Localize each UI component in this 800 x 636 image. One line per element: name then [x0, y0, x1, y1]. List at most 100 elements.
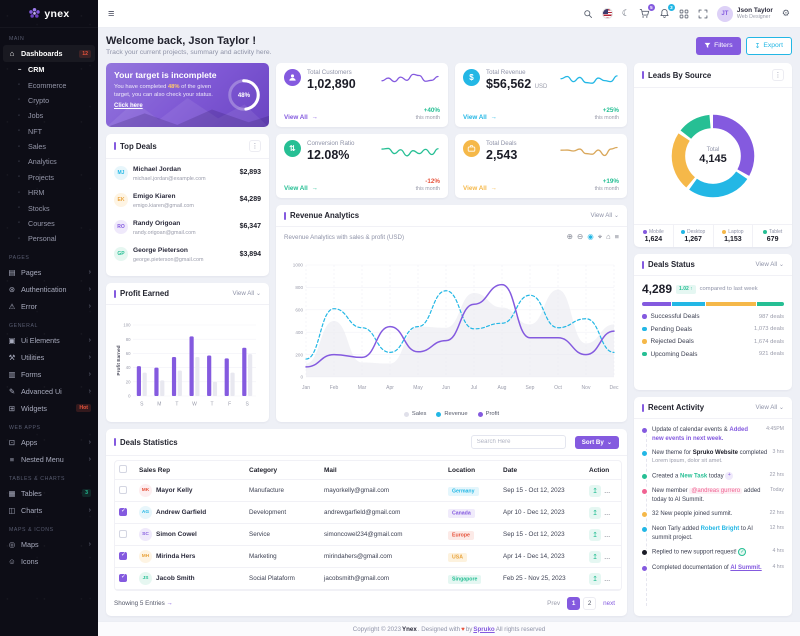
view-all-link[interactable]: View All →: [284, 185, 318, 192]
sidebar-subitem[interactable]: ◦ Personal: [0, 231, 98, 246]
activity-time: 22 hrs: [769, 471, 784, 478]
spruko-link[interactable]: Spruko: [473, 625, 495, 633]
view-all-link[interactable]: View All →: [463, 185, 497, 192]
sidebar-subitem[interactable]: ◦ Sales: [0, 139, 98, 154]
bullet-icon: ◦: [18, 235, 21, 242]
table-row[interactable]: SC Simon Cowel Service simoncowel234@gmai…: [115, 524, 621, 546]
sort-by-button[interactable]: Sort By ⌄: [574, 435, 619, 449]
row-checkbox[interactable]: [119, 573, 127, 582]
sidebar-item[interactable]: ⊞ Widgets Hot: [0, 400, 98, 417]
subitem-label: Projects: [28, 172, 54, 182]
pagination-next[interactable]: next: [603, 600, 615, 607]
view-all-dropdown[interactable]: View All ⌄: [590, 212, 619, 219]
sidebar-item[interactable]: ◎ Maps ›: [8, 539, 91, 549]
user-name: Json Taylor: [736, 6, 773, 14]
sidebar-subitem[interactable]: ◦ Ecommerce: [0, 77, 98, 92]
app-logo[interactable]: ynex: [0, 0, 98, 28]
chevron-down-icon: ⌄: [606, 438, 612, 446]
dark-mode-icon[interactable]: ☾: [621, 8, 630, 18]
selection-zoom-icon[interactable]: ◉: [587, 232, 594, 241]
share-button[interactable]: ↥: [589, 484, 601, 497]
menu-toggle-icon[interactable]: ≡: [108, 7, 115, 20]
zoom-out-icon[interactable]: ⊖: [577, 232, 584, 241]
target-progress-card: Your target is incomplete You have compl…: [106, 63, 269, 127]
row-checkbox[interactable]: [119, 529, 127, 538]
sidebar-item[interactable]: ⊛ Authentication ›: [8, 284, 91, 294]
sidebar-subitem[interactable]: ◦ Jobs: [0, 108, 98, 123]
sidebar-subitem[interactable]: ◦ Courses: [0, 216, 98, 231]
search-icon[interactable]: [583, 9, 593, 19]
column-header: Date: [499, 461, 585, 480]
bullet-icon: ◦: [18, 174, 21, 181]
row-checkbox[interactable]: [119, 551, 127, 560]
pagination-prev[interactable]: Prev: [547, 600, 561, 607]
apps-grid-icon[interactable]: [679, 9, 689, 19]
select-all-checkbox[interactable]: [119, 465, 127, 473]
category-cell: Marketing: [245, 546, 320, 568]
sidebar-item[interactable]: ✎ Advanced Ui ›: [8, 386, 91, 396]
sidebar-item[interactable]: ▦ Tables 3: [0, 485, 98, 502]
list-item[interactable]: MJ Michael Jordan michael.jordan@example…: [106, 159, 269, 186]
brand-name: Ynex: [402, 625, 417, 633]
sidebar-item[interactable]: ▥ Forms ›: [8, 369, 91, 379]
sidebar-item[interactable]: ☺ Icons: [8, 556, 39, 566]
total-deals-card: Total Deals 2,543 View All → +19% this mo…: [455, 134, 627, 198]
notifications-bell-icon[interactable]: 3: [659, 4, 675, 19]
sidebar-subitem[interactable]: ◦ Crypto: [0, 93, 98, 108]
filters-button[interactable]: Filters: [696, 36, 741, 55]
panning-icon[interactable]: ⌖: [597, 232, 603, 241]
sidebar-item[interactable]: ⚠ Error ›: [8, 301, 91, 311]
list-item: Created a New Task today + 22 hrs: [634, 469, 792, 484]
user-menu[interactable]: JT Json Taylor Web Designer: [716, 5, 773, 22]
share-button[interactable]: ↥: [589, 528, 601, 541]
sidebar-subitem[interactable]: – CRM: [0, 62, 98, 77]
view-all-dropdown[interactable]: View All ⌄: [755, 261, 784, 268]
sidebar-subitem[interactable]: ◦ Analytics: [0, 154, 98, 169]
sidebar-subitem[interactable]: ◦ HRM: [0, 185, 98, 200]
sidebar-item[interactable]: ▣ Ui Elements ›: [8, 335, 91, 345]
card-menu-icon[interactable]: ⋮: [772, 69, 784, 81]
chart-menu-icon[interactable]: ≡: [614, 232, 619, 241]
export-button[interactable]: ↧ Export: [745, 36, 792, 55]
view-all-link[interactable]: View All →: [463, 114, 497, 121]
table-row[interactable]: MH Mirinda Hers Marketing mirindahers@gma…: [115, 546, 621, 568]
settings-gear-icon[interactable]: ⚙: [781, 8, 790, 18]
list-item[interactable]: GP George Pieterson george.pieterson@gma…: [106, 241, 269, 268]
table-row[interactable]: JS Jacob Smith Social Plataform jacobsmit…: [115, 568, 621, 590]
pagination-page-1[interactable]: 1: [567, 597, 581, 610]
click-here-link[interactable]: Click here: [114, 102, 143, 109]
svg-text:W: W: [192, 401, 197, 407]
reset-home-icon[interactable]: ⌂: [606, 232, 611, 241]
sidebar-item[interactable]: ⚒ Utilities ›: [8, 352, 91, 362]
list-item[interactable]: RO Randy Origoan randy.origoan@gmail.com…: [106, 213, 269, 240]
sidebar-subitem[interactable]: ◦ NFT: [0, 124, 98, 139]
sidebar-subitem[interactable]: ◦ Projects: [0, 170, 98, 185]
table-row[interactable]: MK Mayor Kelly Manufacture mayorkelly@gma…: [115, 480, 621, 502]
sidebar-item[interactable]: ▤ Pages ›: [8, 267, 91, 277]
sidebar-item[interactable]: ◫ Charts ›: [8, 505, 91, 515]
svg-text:Jan: Jan: [301, 385, 309, 391]
sidebar-item[interactable]: ≡ Nested Menu ›: [0, 451, 98, 468]
view-all-link[interactable]: View All →: [284, 114, 318, 121]
pagination-page-2[interactable]: 2: [583, 597, 597, 610]
view-all-dropdown[interactable]: View All ⌄: [755, 404, 784, 411]
table-row[interactable]: AG Andrew Garfield Development andrewgarf…: [115, 502, 621, 524]
bullet-icon: ◦: [18, 82, 21, 89]
sidebar-item[interactable]: ⊡ Apps ›: [8, 437, 91, 447]
cart-icon[interactable]: 5: [639, 4, 655, 19]
share-button[interactable]: ↥: [589, 550, 601, 563]
search-input[interactable]: [470, 435, 566, 449]
sidebar-item-dashboards[interactable]: ⌂ Dashboards 12: [3, 45, 95, 62]
row-checkbox[interactable]: [119, 507, 127, 516]
view-all-dropdown[interactable]: View All ⌄: [232, 290, 261, 297]
sidebar-subitem[interactable]: ◦ Stocks: [0, 200, 98, 215]
list-item[interactable]: EK Emigo Kiaren emigo.kiaren@gmail.com $…: [106, 186, 269, 213]
fullscreen-icon[interactable]: [698, 9, 708, 19]
card-menu-icon[interactable]: ⋮: [249, 140, 261, 152]
zoom-in-icon[interactable]: ⊕: [566, 232, 573, 241]
language-flag-icon[interactable]: [601, 8, 613, 19]
nested-menu-icon: ≡: [9, 454, 15, 464]
share-button[interactable]: ↥: [589, 572, 601, 585]
row-checkbox[interactable]: [119, 485, 127, 494]
share-button[interactable]: ↥: [589, 506, 601, 519]
